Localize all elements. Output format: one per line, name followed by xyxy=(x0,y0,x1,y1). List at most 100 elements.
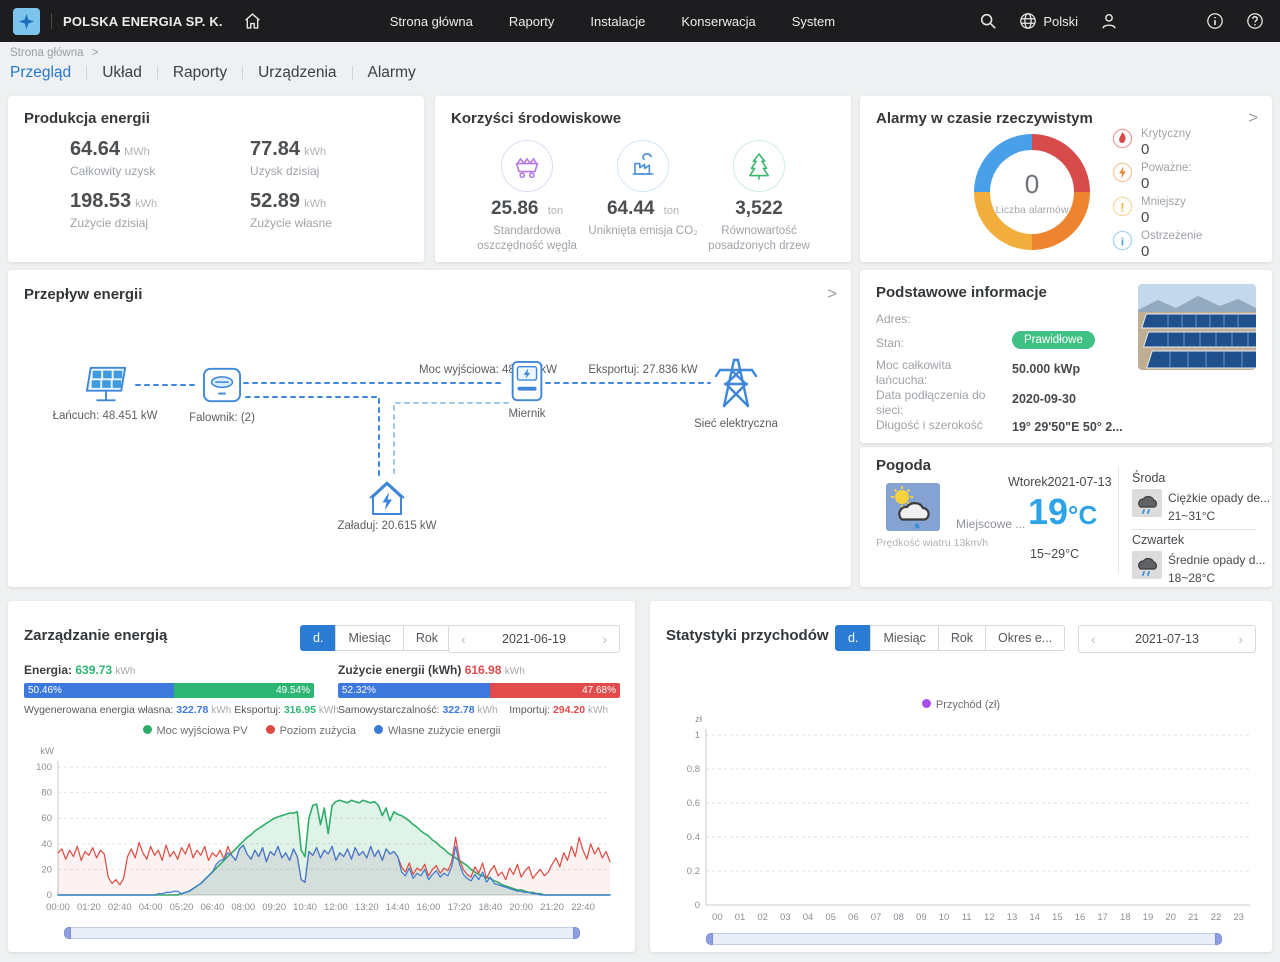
info-icon[interactable] xyxy=(1206,12,1224,30)
meter-label: Miernik xyxy=(508,408,545,420)
stat-unit: kWh xyxy=(304,198,326,210)
tab-raporty[interactable]: Raporty xyxy=(173,64,227,82)
generation-label: Energia: xyxy=(24,663,72,677)
stat-self-consumption: 52.89 kWh Zużycie własne xyxy=(250,190,332,230)
page-tabs: Przegląd Układ Raporty Urządzenia Alarmy xyxy=(10,64,416,82)
home-icon[interactable] xyxy=(243,12,262,30)
svg-text:08:00: 08:00 xyxy=(231,902,255,913)
alarm-legend-minor: ! Mniejszy0 xyxy=(1112,196,1186,226)
breadcrumb-home[interactable]: Strona główna xyxy=(10,47,84,59)
nav-item-system[interactable]: System xyxy=(792,14,835,29)
info-value-coordinates: 19° 29'50"E 50° 2... xyxy=(1012,420,1123,434)
gen-sub-right-value: 316.95 xyxy=(284,704,316,716)
plant-photo xyxy=(1138,284,1256,370)
energy-tab-month[interactable]: Miesiąc xyxy=(335,625,403,651)
energy-chart-legend: Moc wyjściowa PV Poziom zużycia Własne z… xyxy=(8,725,635,737)
stat-value: 52.89 xyxy=(250,190,300,212)
tab-uklad[interactable]: Układ xyxy=(102,64,142,82)
alarm-label: Krytyczny xyxy=(1141,128,1191,140)
con-sub-right-value: 294.20 xyxy=(553,704,585,716)
nav-right-group: Polski xyxy=(979,12,1280,30)
nav-item-plants[interactable]: Instalacje xyxy=(590,14,645,29)
date-prev-icon[interactable]: ‹ xyxy=(1091,631,1096,647)
nav-item-home[interactable]: Strona główna xyxy=(390,14,473,29)
tab-alarmy[interactable]: Alarmy xyxy=(368,64,416,82)
top-navbar: POLSKA ENERGIA SP. K. Strona główna Rapo… xyxy=(0,0,1280,42)
info-label-address: Adres: xyxy=(876,312,1010,327)
stat-value: 198.53 xyxy=(70,190,131,212)
legend-dot-blue xyxy=(374,725,383,734)
alarm-value: 0 xyxy=(1141,243,1202,260)
forecast-range-2: 18~28°C xyxy=(1168,571,1215,585)
svg-text:14: 14 xyxy=(1029,912,1040,923)
load-node[interactable] xyxy=(366,480,408,523)
user-icon[interactable] xyxy=(1100,12,1118,30)
svg-text:11: 11 xyxy=(962,912,972,923)
gen-sub-right-label: Eksportuj: xyxy=(234,704,281,716)
gen-sub-left-unit: kWh xyxy=(211,705,231,716)
revenue-tab-year[interactable]: Rok xyxy=(938,625,986,651)
search-icon[interactable] xyxy=(979,12,997,30)
svg-text:100: 100 xyxy=(36,762,52,773)
bolt-icon xyxy=(1112,162,1133,183)
language-selector[interactable]: Polski xyxy=(1019,12,1078,30)
revenue-tab-period[interactable]: Okres e... xyxy=(985,625,1065,651)
app-logo[interactable] xyxy=(13,8,40,35)
svg-text:00: 00 xyxy=(712,912,723,923)
revenue-range-slider[interactable] xyxy=(706,933,1222,945)
energy-date-picker[interactable]: ‹ 2021-06-19 › xyxy=(448,625,620,653)
svg-text:14:40: 14:40 xyxy=(386,902,410,913)
info-label-grid-date: Data podłączenia do sieci: xyxy=(876,388,1000,418)
info-circle-icon: i xyxy=(1112,230,1133,251)
legend-pv-output: Moc wyjściowa PV xyxy=(143,725,248,737)
svg-text:03: 03 xyxy=(780,912,791,923)
pv-string-node[interactable] xyxy=(83,364,129,411)
generation-bar-self: 50.46% xyxy=(24,683,174,698)
energy-date-value[interactable]: 2021-06-19 xyxy=(502,632,566,646)
svg-text:21: 21 xyxy=(1188,912,1199,923)
date-next-icon[interactable]: › xyxy=(1238,631,1243,647)
energy-tab-day[interactable]: d. xyxy=(300,625,336,651)
nav-item-maintenance[interactable]: Konserwacja xyxy=(681,14,755,29)
alarms-detail-arrow-icon[interactable]: > xyxy=(1248,108,1258,128)
revenue-tab-month[interactable]: Miesiąc xyxy=(870,625,938,651)
nav-menu: Strona główna Raporty Instalacje Konserw… xyxy=(390,14,835,29)
revenue-date-value[interactable]: 2021-07-13 xyxy=(1135,632,1199,646)
consumption-unit: kWh xyxy=(505,666,525,677)
env-value: 25.86 xyxy=(491,198,539,219)
energy-range-slider[interactable] xyxy=(64,927,580,939)
svg-text:18:40: 18:40 xyxy=(478,902,502,913)
generation-unit: kWh xyxy=(115,666,135,677)
grid-node[interactable] xyxy=(708,354,764,415)
meter-node[interactable] xyxy=(508,360,546,409)
date-prev-icon[interactable]: ‹ xyxy=(461,631,466,647)
revenue-date-picker[interactable]: ‹ 2021-07-13 › xyxy=(1078,625,1256,653)
nav-item-reports[interactable]: Raporty xyxy=(509,14,555,29)
energy-period-tabs: d. Miesiąc Rok xyxy=(300,625,451,651)
forecast-icon-2 xyxy=(1132,551,1162,579)
svg-text:02: 02 xyxy=(757,912,768,923)
svg-text:0: 0 xyxy=(695,900,700,911)
tab-urzadzenia[interactable]: Urządzenia xyxy=(258,64,336,82)
alarm-value: 0 xyxy=(1141,175,1192,192)
svg-text:10:40: 10:40 xyxy=(293,902,317,913)
stat-label: Zużycie własne xyxy=(250,216,332,230)
env-trees-planted: 3,522 Równowartość posadzonych drzew xyxy=(691,140,827,254)
svg-text:20: 20 xyxy=(1165,912,1176,923)
inverter-node[interactable] xyxy=(201,366,243,409)
alarm-value: 0 xyxy=(1141,141,1191,158)
help-icon[interactable] xyxy=(1246,12,1264,30)
svg-text:kW: kW xyxy=(40,746,54,757)
env-unit: ton xyxy=(664,205,679,217)
revenue-tab-day[interactable]: d. xyxy=(835,625,871,651)
svg-text:13:20: 13:20 xyxy=(355,902,379,913)
alarm-legend-critical: Krytyczny0 xyxy=(1112,128,1191,158)
svg-text:12: 12 xyxy=(984,912,995,923)
svg-text:05:20: 05:20 xyxy=(170,902,194,913)
energy-tab-year[interactable]: Rok xyxy=(403,625,451,651)
tab-przeglad[interactable]: Przegląd xyxy=(10,64,71,82)
breadcrumb-sep-icon: > xyxy=(92,47,99,59)
alarm-legend-warning: i Ostrzeżenie0 xyxy=(1112,230,1202,260)
date-next-icon[interactable]: › xyxy=(602,631,607,647)
weather-card: Pogoda Prędkość wiatru 13km/h Miejscowe … xyxy=(860,447,1272,587)
